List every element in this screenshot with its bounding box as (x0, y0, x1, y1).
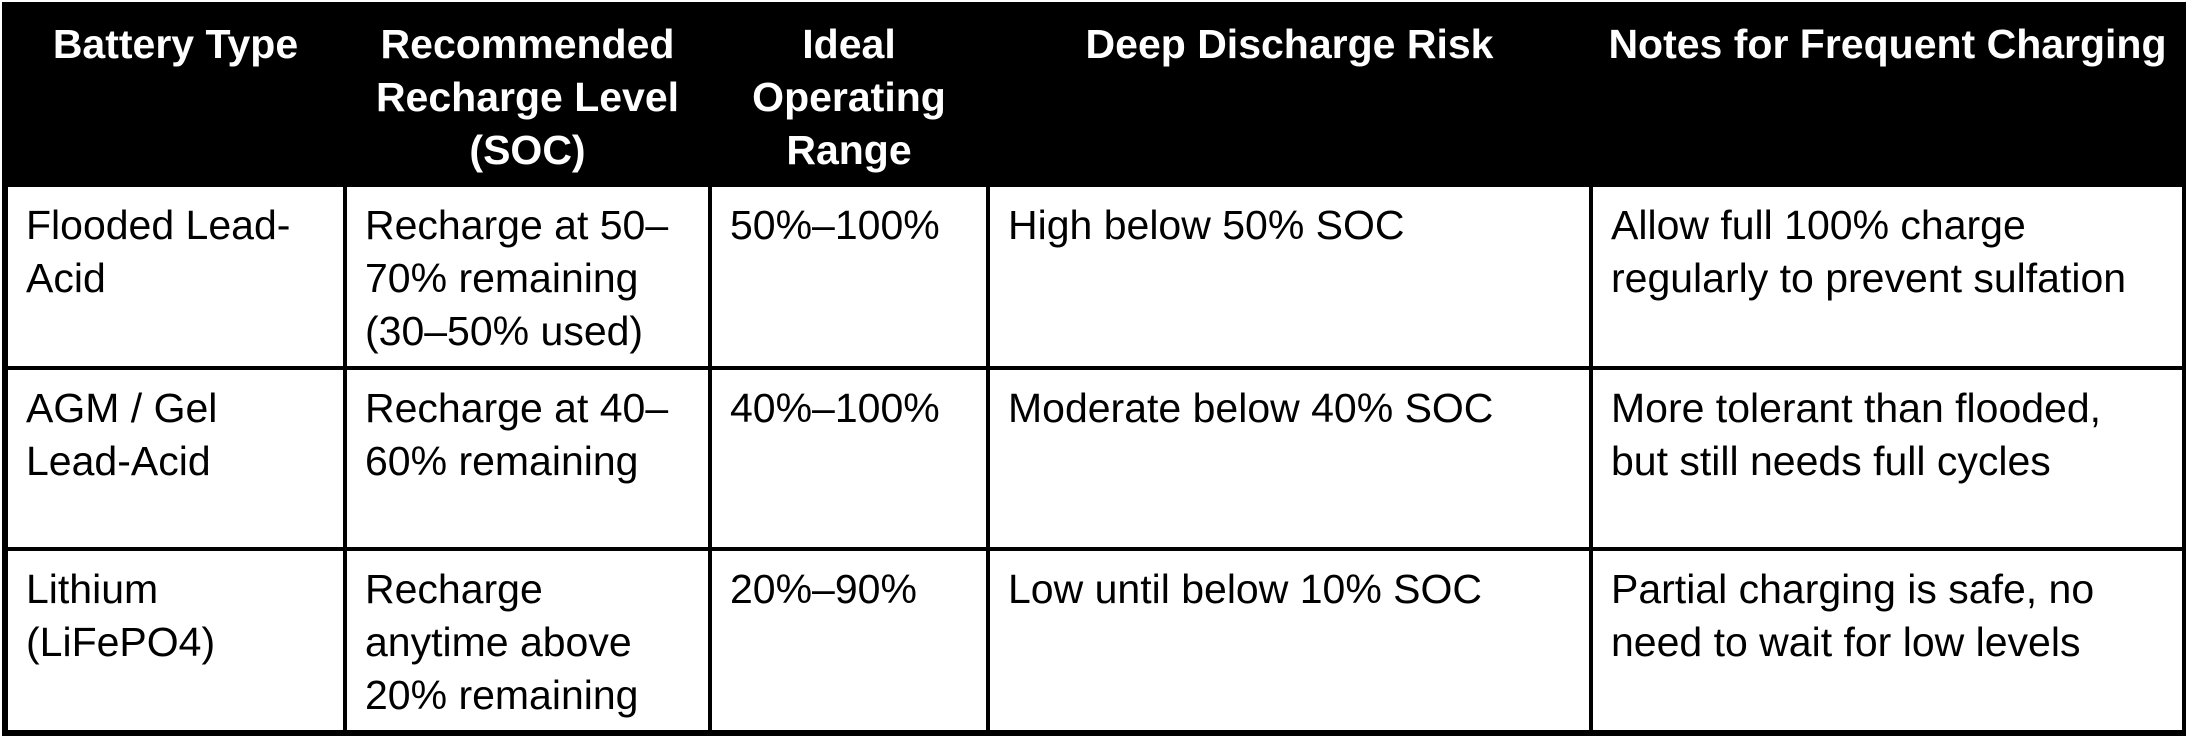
table-row-lithium-lifepo4: Lithium (LiFePO4) Recharge anytime above… (3, 547, 2186, 735)
header-cell-operating-range: Ideal Operating Range (708, 3, 990, 187)
cell-recharge-level: Recharge anytime above 20% remaining (343, 547, 712, 735)
header-cell-discharge-risk: Deep Discharge Risk (986, 3, 1593, 187)
cell-recharge-level: Recharge at 50–70% remaining (30–50% use… (343, 183, 712, 370)
header-cell-charging-notes: Notes for Frequent Charging (1589, 3, 2186, 187)
cell-discharge-risk: Moderate below 40% SOC (986, 366, 1593, 551)
header-cell-battery-type: Battery Type (3, 3, 347, 187)
cell-battery-type: Lithium (LiFePO4) (3, 547, 347, 735)
cell-discharge-risk: High below 50% SOC (986, 183, 1593, 370)
cell-charging-notes: Partial charging is safe, no need to wai… (1589, 547, 2186, 735)
cell-battery-type: AGM / Gel Lead-Acid (3, 366, 347, 551)
cell-discharge-risk: Low until below 10% SOC (986, 547, 1593, 735)
table-row-flooded-lead-acid: Flooded Lead-Acid Recharge at 50–70% rem… (3, 183, 2186, 370)
table-row-agm-gel-lead-acid: AGM / Gel Lead-Acid Recharge at 40–60% r… (3, 366, 2186, 551)
cell-charging-notes: Allow full 100% charge regularly to prev… (1589, 183, 2186, 370)
cell-recharge-level: Recharge at 40–60% remaining (343, 366, 712, 551)
table-header-row: Battery Type Recommended Recharge Level … (3, 3, 2186, 187)
header-cell-recharge-level: Recommended Recharge Level (SOC) (343, 3, 712, 187)
cell-battery-type: Flooded Lead-Acid (3, 183, 347, 370)
cell-operating-range: 50%–100% (708, 183, 990, 370)
cell-operating-range: 20%–90% (708, 547, 990, 735)
cell-charging-notes: More tolerant than flooded, but still ne… (1589, 366, 2186, 551)
cell-operating-range: 40%–100% (708, 366, 990, 551)
